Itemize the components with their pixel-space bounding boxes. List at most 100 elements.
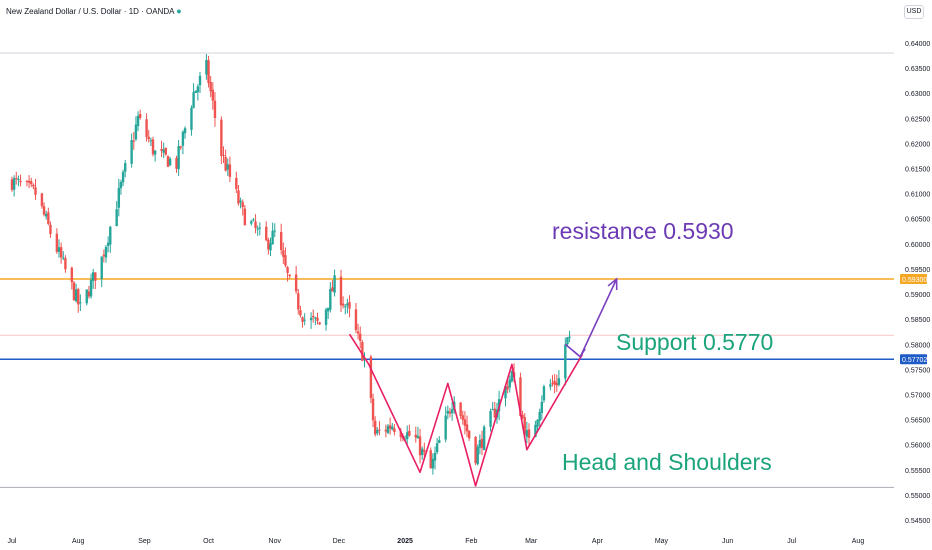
candle-body <box>508 379 511 388</box>
currency-button[interactable]: USD <box>904 5 924 19</box>
projection-arrowhead-icon <box>607 277 618 290</box>
candle-body <box>448 411 452 414</box>
candle-body <box>106 242 110 246</box>
candles <box>10 53 571 475</box>
candle-body <box>525 430 529 437</box>
candle-body <box>301 317 304 322</box>
candle-body <box>15 178 18 180</box>
candle-body <box>549 384 552 387</box>
support-price-badge-text: 0.57702 <box>902 357 927 364</box>
x-tick-label: Aug <box>852 538 865 545</box>
candle-body <box>32 184 35 187</box>
candle-body <box>463 419 467 426</box>
y-tick-label: 0.62000 <box>905 141 930 148</box>
candle-body <box>557 378 561 385</box>
candle-body <box>461 415 464 420</box>
y-tick-label: 0.54500 <box>905 518 930 525</box>
candle-body <box>237 190 240 204</box>
candle-body <box>273 230 276 232</box>
y-tick-label: 0.59500 <box>905 267 930 274</box>
x-tick-label: Jul <box>787 538 796 545</box>
candle-body <box>414 434 417 438</box>
candle-body <box>271 230 274 245</box>
symbol-title[interactable]: New Zealand Dollar / U.S. Dollar · 1D · … <box>6 6 182 16</box>
candle-body <box>132 140 135 142</box>
candle-body <box>493 408 497 418</box>
x-tick-label: Nov <box>269 538 282 545</box>
candle-body <box>94 272 97 281</box>
head-and-shoulders-drawing[interactable]: resistance 0.5930 Support 0.5770 Head and … <box>348 218 774 487</box>
y-tick-label: 0.56500 <box>905 418 930 425</box>
candle-body <box>164 147 168 155</box>
candle-body <box>147 136 150 140</box>
candle-body <box>19 180 22 183</box>
candle-body <box>314 317 317 319</box>
candle-body <box>213 100 217 118</box>
support-annotation[interactable]: Support 0.5770 <box>616 329 773 355</box>
y-tick-label: 0.61500 <box>905 167 930 174</box>
candle-body <box>431 458 435 469</box>
candle-body <box>418 436 422 456</box>
candle-body <box>429 450 432 469</box>
candle-body <box>27 180 31 183</box>
resistance-annotation[interactable]: resistance 0.5930 <box>552 218 734 244</box>
candle-body <box>181 131 185 146</box>
pattern-zigzag-line[interactable] <box>348 333 584 487</box>
candle-body <box>555 382 558 386</box>
candle-body <box>136 115 140 127</box>
candle-body <box>318 322 321 325</box>
horizontal-levels[interactable] <box>0 52 894 488</box>
projection-arrow[interactable] <box>564 278 618 359</box>
y-tick-label: 0.57000 <box>905 392 930 399</box>
candle-body <box>104 246 108 258</box>
candle-body <box>376 429 379 434</box>
candle-body <box>331 287 334 292</box>
candle-body <box>542 386 546 401</box>
candle-body <box>326 307 330 312</box>
candle-body <box>47 212 50 224</box>
candle-body <box>91 272 95 281</box>
candle-body <box>138 113 142 118</box>
candle-body <box>74 289 78 302</box>
candle-body <box>299 310 302 316</box>
candle-body <box>446 410 450 414</box>
support-price-badge <box>900 354 927 365</box>
candle-body <box>160 148 163 151</box>
candle-body <box>166 156 170 167</box>
candle-body <box>491 409 494 411</box>
candle-body <box>145 119 148 137</box>
candle-body <box>179 146 182 148</box>
candle-body <box>254 221 257 228</box>
y-tick-label: 0.55500 <box>905 468 930 475</box>
candle-body <box>70 267 74 283</box>
candle-body <box>521 414 524 418</box>
x-tick-label: Jun <box>722 538 733 545</box>
candle-body <box>89 279 93 297</box>
candle-body <box>250 221 253 224</box>
candle-body <box>109 226 112 245</box>
candle-body <box>348 302 351 309</box>
candle-body <box>175 157 178 169</box>
pattern-annotation[interactable]: Head and Shoulders <box>562 449 772 475</box>
candle-body <box>209 82 212 92</box>
y-tick-label: 0.55000 <box>905 493 930 500</box>
candle-body <box>459 402 462 416</box>
candle-body <box>312 315 315 318</box>
candle-body <box>536 419 539 427</box>
candle-body <box>119 181 123 189</box>
candle-body <box>476 446 479 465</box>
candle-body <box>474 436 477 464</box>
candle-body <box>393 428 396 433</box>
candle-body <box>504 385 507 399</box>
candle-body <box>168 158 172 166</box>
candle-body <box>192 92 195 108</box>
candle-body <box>510 371 514 382</box>
candle-body <box>220 119 223 156</box>
candle-body <box>252 219 255 221</box>
candle-body <box>420 448 424 456</box>
candle-body <box>40 193 44 207</box>
candle-body <box>534 424 537 438</box>
candle-body <box>207 60 210 83</box>
